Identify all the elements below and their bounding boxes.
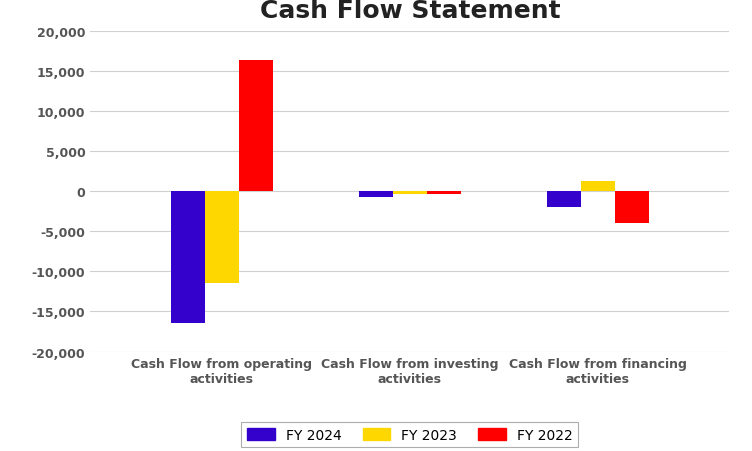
Bar bbox=[581, 182, 614, 192]
Bar bbox=[615, 192, 648, 224]
Bar bbox=[171, 192, 205, 324]
Bar bbox=[426, 192, 460, 194]
Bar bbox=[205, 192, 239, 284]
Title: Cash Flow Statement: Cash Flow Statement bbox=[259, 0, 560, 23]
Legend: FY 2024, FY 2023, FY 2022: FY 2024, FY 2023, FY 2022 bbox=[241, 422, 578, 447]
Bar bbox=[238, 60, 272, 192]
Bar bbox=[547, 192, 581, 207]
Bar bbox=[359, 192, 393, 197]
Bar bbox=[393, 192, 426, 195]
